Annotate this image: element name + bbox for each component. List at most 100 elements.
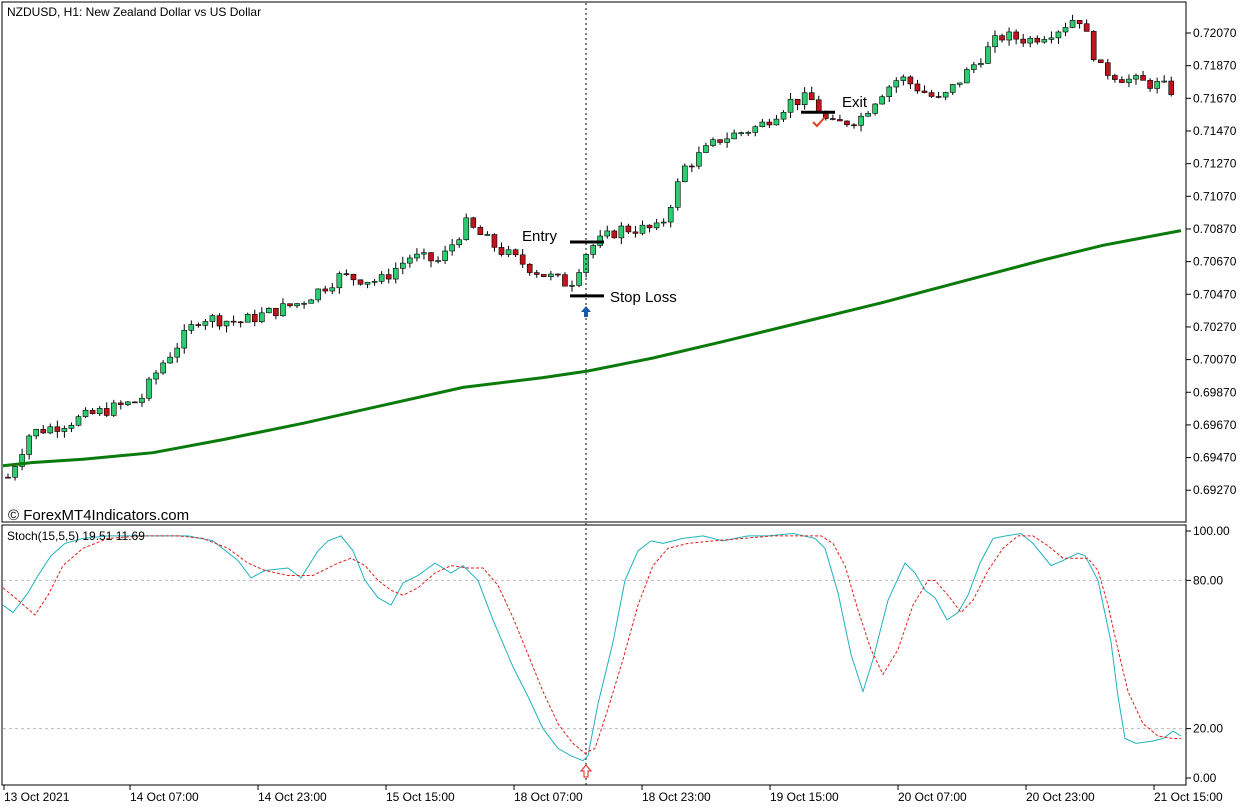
stoch-title: Stoch(15,5,5) 19.51 11.69	[7, 529, 145, 543]
candle-body	[992, 35, 998, 48]
stop-loss-label: Stop Loss	[610, 289, 677, 306]
candle-body	[301, 302, 307, 305]
candle-body	[1097, 59, 1104, 63]
candle-body	[407, 257, 413, 264]
candle-body	[209, 315, 216, 322]
stoch-panel-frame	[1, 524, 1187, 786]
candle-body	[731, 132, 737, 140]
candle-body	[294, 303, 300, 307]
candle-body	[322, 288, 329, 292]
candle-body	[921, 90, 928, 93]
candle-body	[963, 69, 970, 84]
price-tick-label: 0.69470	[1193, 451, 1237, 465]
candle-body	[1168, 80, 1175, 95]
stoch-level-lines	[3, 579, 1185, 730]
candle-body	[851, 124, 857, 127]
candle-body	[1027, 37, 1034, 44]
candle-body	[364, 281, 371, 285]
candle-body	[618, 225, 625, 239]
candle-body	[280, 303, 286, 317]
candle-body	[82, 409, 89, 417]
candle-body	[12, 466, 18, 478]
candle-body	[357, 279, 364, 285]
symbol-title: NZDUSD, H1: New Zealand Dollar vs US Dol…	[7, 5, 261, 19]
candle-body	[1083, 23, 1090, 32]
candle-body	[590, 245, 596, 255]
candle-body	[1112, 75, 1118, 80]
price-tick-label: 0.69870	[1193, 385, 1237, 399]
candle-body	[153, 372, 159, 380]
candle-body	[40, 429, 47, 434]
candle-body	[188, 324, 195, 331]
candle-body	[639, 224, 646, 234]
candle-body	[174, 347, 180, 358]
candle-body	[47, 426, 54, 434]
candle-body	[160, 362, 166, 374]
time-tick-label: 15 Oct 15:00	[386, 790, 455, 804]
candle-body	[865, 113, 871, 117]
candle-body	[470, 217, 477, 228]
candle-body	[26, 435, 32, 455]
price-tick-label: 0.70470	[1193, 287, 1237, 301]
candle-body	[886, 86, 893, 97]
candle-body	[146, 378, 152, 399]
candle-body	[315, 288, 322, 301]
candle-body	[745, 132, 752, 134]
time-tick-label: 21 Oct 15:00	[1154, 790, 1223, 804]
candle-body	[266, 308, 272, 314]
price-tick-label: 0.71070	[1193, 189, 1237, 203]
candle-body	[1140, 75, 1146, 81]
candle-body	[392, 268, 399, 280]
candle-body	[689, 165, 695, 168]
candle-body	[1076, 20, 1083, 25]
price-tick-label: 0.70070	[1193, 353, 1237, 367]
candle-body	[949, 84, 956, 93]
candle-body	[752, 126, 759, 133]
candle-body	[463, 217, 470, 241]
stoch-tick-label: 80.00	[1193, 573, 1223, 587]
time-tick-label: 14 Oct 07:00	[130, 790, 199, 804]
candle-body	[794, 98, 801, 105]
candle-body	[907, 76, 914, 85]
candle-body	[336, 273, 343, 289]
candle-body	[1048, 37, 1055, 40]
candle-body	[61, 428, 68, 432]
candle-body	[33, 429, 40, 437]
candle-body	[710, 139, 716, 146]
watermark: © ForexMT4Indicators.com	[8, 507, 189, 524]
candle-body	[378, 274, 385, 282]
candle-body	[484, 234, 491, 236]
time-axis: 13 Oct 2021 14 Oct 07:00 14 Oct 23:00 15 Oc…	[3, 785, 1223, 804]
candle-body	[555, 273, 561, 276]
candle-body	[717, 139, 723, 143]
candle-body	[1041, 39, 1048, 43]
candle-body	[167, 356, 173, 364]
candle-body	[519, 254, 526, 265]
candle-body	[308, 299, 314, 304]
candle-body	[1154, 81, 1160, 89]
candle-body	[858, 115, 864, 126]
price-tick-label: 0.70870	[1193, 222, 1237, 236]
candle-body	[844, 120, 850, 126]
candle-body	[837, 119, 843, 122]
candle-body	[893, 80, 900, 88]
price-tick-label: 0.71470	[1193, 124, 1237, 138]
candle-body	[125, 401, 131, 405]
candle-body	[632, 231, 639, 234]
candle-body	[569, 285, 575, 287]
candle-body	[118, 402, 124, 405]
candle-body	[872, 103, 878, 114]
time-tick-label: 13 Oct 2021	[4, 790, 70, 804]
candle-body	[660, 221, 667, 224]
candle-body	[1105, 62, 1111, 76]
candle-body	[244, 314, 251, 323]
stoch-axis: 100.00 80.00 20.00 0.00	[1186, 524, 1230, 785]
candle-body	[540, 274, 547, 278]
time-tick-label: 20 Oct 07:00	[898, 790, 967, 804]
candle-body	[1006, 31, 1012, 41]
candle-body	[385, 274, 392, 280]
candle-body	[230, 320, 237, 323]
candle-body	[1126, 78, 1132, 83]
candle-body	[216, 315, 223, 327]
candle-body	[526, 263, 533, 273]
